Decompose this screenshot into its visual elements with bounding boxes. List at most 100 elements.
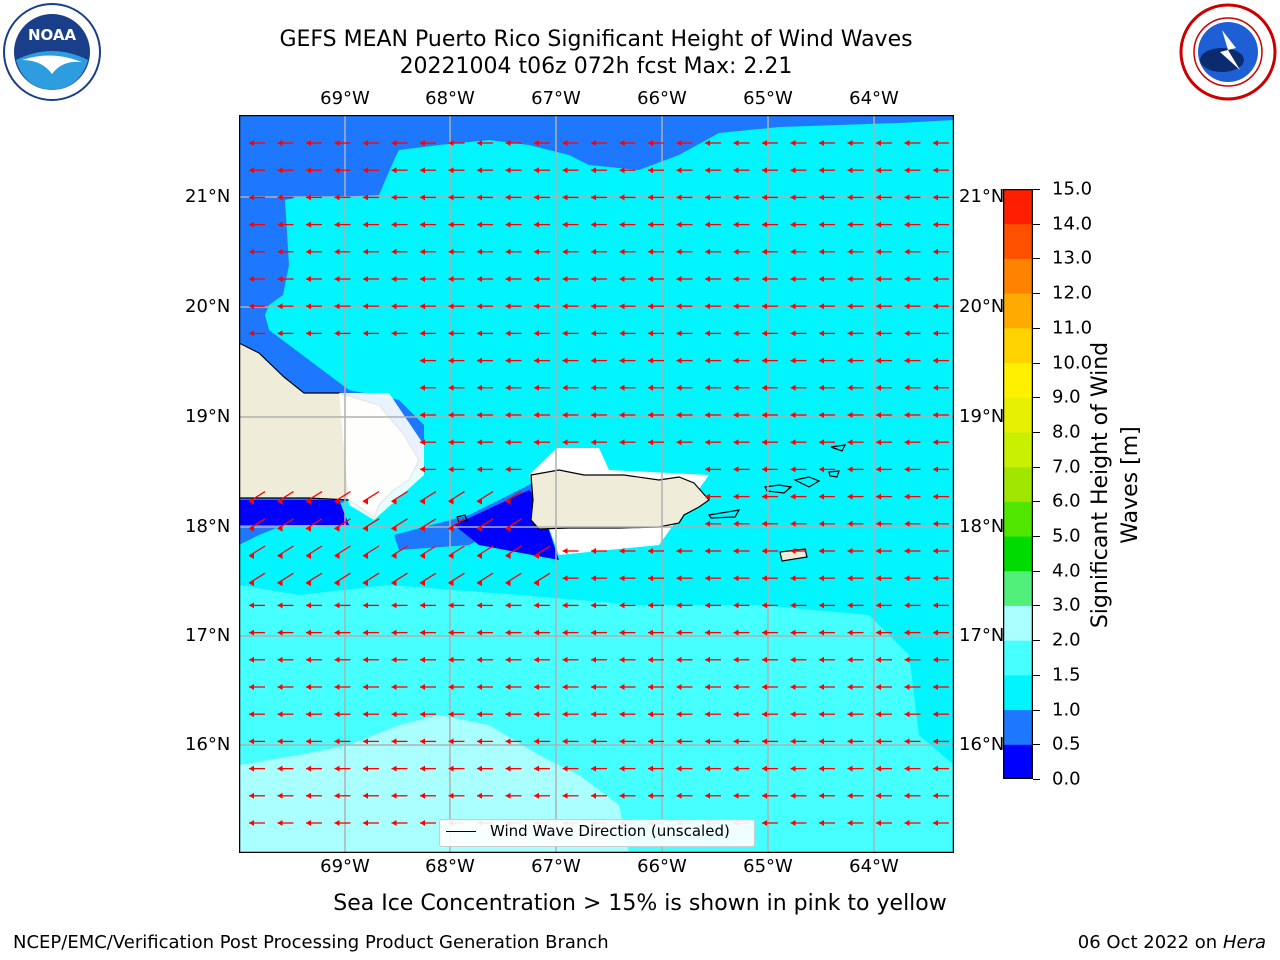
- wave-direction-arrowhead: [847, 602, 853, 609]
- wave-direction-arrowhead: [277, 140, 283, 146]
- wave-direction-arrowhead: [534, 580, 539, 587]
- colorbar-tick: [1033, 570, 1040, 572]
- wave-direction-arrowhead: [448, 629, 454, 636]
- wave-direction-arrowhead: [448, 439, 454, 446]
- wave-direction-arrowhead: [733, 439, 739, 446]
- wave-direction-arrowhead: [562, 303, 568, 310]
- wave-direction-arrowhead: [733, 629, 739, 636]
- wave-direction-arrowhead: [591, 357, 596, 364]
- colorbar-segment: [1003, 466, 1033, 502]
- wave-direction-arrowhead: [904, 520, 910, 527]
- wave-direction-arrowhead: [277, 656, 283, 663]
- wave-direction-arrowhead: [676, 711, 682, 718]
- wave-direction-arrowhead: [904, 167, 910, 174]
- wave-direction-arrowhead: [448, 221, 454, 228]
- wave-direction-arrowhead: [847, 520, 853, 527]
- wave-direction-arrowhead: [733, 412, 739, 418]
- wave-direction-arrowhead: [790, 276, 796, 282]
- wave-direction-arrowhead: [933, 384, 938, 391]
- wave-direction-arrowhead: [505, 684, 511, 690]
- wave-direction-arrowhead: [363, 167, 368, 174]
- wave-direction-arrowhead: [391, 765, 397, 772]
- wave-direction-arrowhead: [420, 412, 425, 418]
- colorbar-tick-label: 10.0: [1052, 352, 1093, 374]
- wave-direction-arrowhead: [676, 765, 682, 772]
- wave-direction-arrowhead: [847, 493, 853, 500]
- wave-direction-arrowhead: [790, 792, 796, 799]
- footer-date: 06 Oct 2022 on Hera: [1078, 932, 1266, 953]
- wave-direction-arrowhead: [847, 765, 853, 772]
- wave-direction-arrow: [419, 491, 437, 503]
- wave-direction-arrowhead: [648, 221, 653, 228]
- wave-direction-arrowhead: [762, 711, 767, 718]
- wave-direction-arrowhead: [420, 330, 425, 337]
- graticule: [239, 115, 954, 853]
- wave-direction-arrowhead: [819, 602, 824, 609]
- zone-0.0-0.5: [239, 500, 349, 525]
- wave-direction-arrowhead: [676, 221, 682, 228]
- colorbar-tick: [1033, 744, 1040, 746]
- wave-direction-arrowhead: [477, 765, 482, 772]
- wave-direction-arrowhead: [790, 711, 796, 718]
- wave-direction-arrowhead: [420, 384, 425, 391]
- wave-direction-arrowhead: [648, 602, 653, 609]
- wave-direction-arrowhead: [562, 792, 568, 799]
- lon-label-bottom: 65°W: [743, 856, 793, 877]
- colorbar-segment: [1003, 674, 1033, 711]
- wave-direction-arrowhead: [762, 792, 767, 799]
- wave-direction-arrowhead: [391, 167, 397, 174]
- wave-direction-arrowhead: [562, 575, 568, 582]
- wave-direction-arrowhead: [363, 580, 368, 587]
- wave-direction-arrowhead: [591, 792, 596, 799]
- wave-direction-arrowhead: [705, 765, 710, 772]
- wave-direction-arrowhead: [306, 525, 311, 532]
- wave-direction-arrowhead: [904, 194, 910, 201]
- wave-direction-arrowhead: [591, 602, 596, 609]
- wave-direction-arrowhead: [705, 412, 710, 418]
- wave-direction-arrowhead: [819, 520, 824, 527]
- wave-direction-arrowhead: [477, 167, 482, 174]
- zone-2.5-3.0: [239, 715, 629, 853]
- wave-direction-arrowhead: [249, 498, 254, 505]
- wave-direction-arrowhead: [676, 194, 682, 201]
- colorbar-tick: [1033, 640, 1040, 642]
- lat-label-left: 20°N: [185, 296, 231, 317]
- wave-direction-arrowhead: [648, 194, 653, 201]
- wave-direction-arrowhead: [876, 711, 881, 718]
- lat-label-right: 21°N: [959, 186, 1005, 207]
- wave-direction-arrow: [305, 491, 323, 503]
- wave-direction-arrowhead: [790, 575, 796, 582]
- colorbar-tick-label: 12.0: [1052, 282, 1093, 304]
- wave-direction-arrowhead: [448, 330, 454, 337]
- wave-direction-arrowhead: [505, 357, 511, 364]
- wave-direction-arrowhead: [477, 248, 482, 255]
- wave-direction-arrowhead: [733, 711, 739, 718]
- colorbar-tick-label: 0.0: [1052, 768, 1081, 790]
- wave-direction-arrowhead: [562, 765, 568, 772]
- wave-direction-arrow: [476, 545, 494, 557]
- wave-direction-arrow: [334, 491, 351, 503]
- wave-direction-arrowhead: [591, 412, 596, 418]
- wave-direction-arrowhead: [705, 738, 710, 745]
- wave-direction-arrowhead: [790, 439, 796, 446]
- colorbar-tick: [1033, 466, 1040, 468]
- wave-direction-arrow: [334, 572, 351, 584]
- wave-direction-arrowhead: [819, 711, 824, 718]
- noaa-logo-text: NOAA: [28, 26, 77, 44]
- wave-direction-arrowhead: [619, 248, 625, 255]
- wave-direction-arrowhead: [790, 629, 796, 636]
- wave-direction-arrowhead: [306, 140, 311, 146]
- wave-direction-arrowhead: [391, 602, 397, 609]
- wave-direction-arrowhead: [505, 384, 511, 391]
- wave-direction-arrowhead: [676, 548, 682, 554]
- colorbar-tick-label: 1.0: [1052, 699, 1081, 721]
- wave-direction-arrowhead: [733, 357, 739, 364]
- wave-direction-arrowhead: [876, 820, 881, 826]
- colorbar-tick: [1033, 362, 1040, 364]
- colorbar-tick: [1033, 293, 1040, 295]
- lat-label-right: 18°N: [959, 516, 1005, 537]
- wave-direction-arrowhead: [477, 629, 482, 636]
- wave-direction-arrowhead: [249, 553, 254, 559]
- wave-direction-arrowhead: [819, 167, 824, 174]
- wave-direction-arrowhead: [505, 765, 511, 772]
